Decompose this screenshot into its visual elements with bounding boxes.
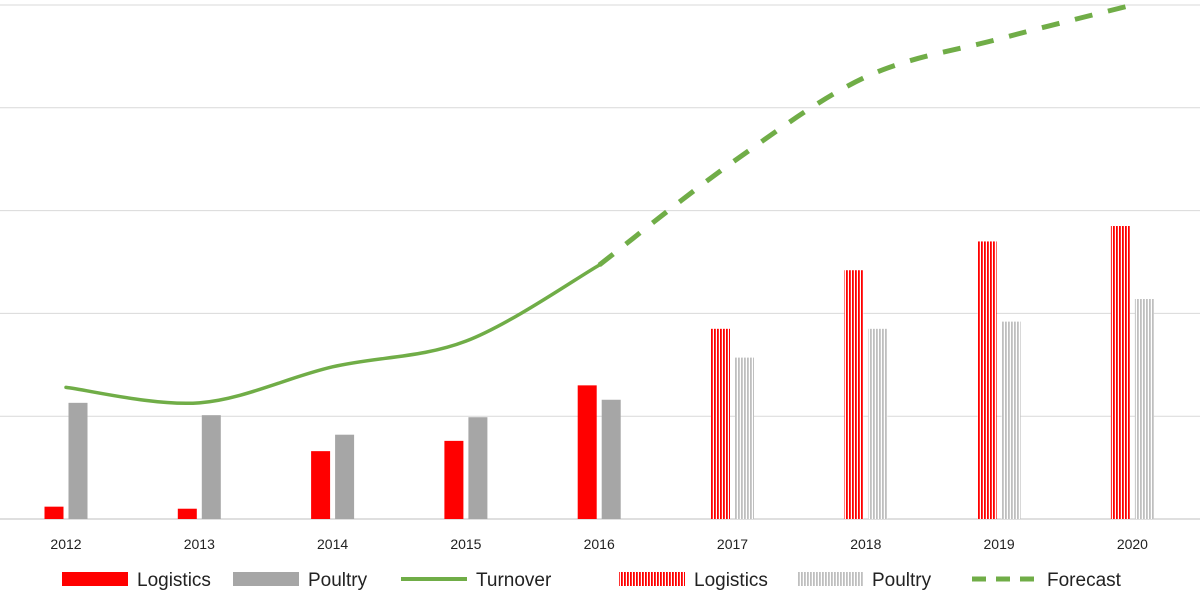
legend-label: Poultry: [308, 570, 368, 591]
poultry-bar: [601, 399, 621, 519]
legend-label: Forecast: [1047, 570, 1122, 591]
legend-label: Turnover: [476, 570, 552, 591]
legend-swatch: [797, 572, 863, 586]
poultry-bar: [201, 415, 221, 519]
turnover-line: [64, 263, 601, 406]
poultry-bar: [735, 357, 754, 519]
x-tick-label: 2012: [50, 536, 81, 552]
lines: [64, 2, 1134, 406]
legend-entry: Poultry: [233, 570, 368, 591]
gridlines: [0, 4, 1200, 520]
legend-label: Poultry: [872, 570, 932, 591]
logistics-bar: [444, 440, 464, 519]
logistics-bar: [44, 506, 64, 519]
legend-swatch: [62, 572, 128, 586]
poultry-bar: [335, 434, 355, 519]
logistics-bar: [577, 385, 597, 519]
logistics-bar: [977, 241, 997, 519]
x-tick-label: 2017: [717, 536, 748, 552]
poultry-bar: [1001, 321, 1021, 519]
x-tick-label: 2020: [1117, 536, 1148, 552]
logistics-bar: [311, 451, 331, 519]
x-axis-ticks: 2012 2013 2014 2015 2016 2017 2018 2019 2020: [50, 536, 1148, 552]
poultry-bar: [1134, 299, 1154, 519]
logistics-bar: [844, 270, 864, 519]
legend-swatch: [619, 572, 685, 586]
legend-entry: Logistics: [62, 570, 211, 591]
logistics-bar: [711, 328, 730, 519]
x-tick-label: 2019: [984, 536, 1015, 552]
legend-label: Logistics: [694, 570, 768, 591]
bars: [44, 226, 1154, 519]
legend-entry: Turnover: [401, 570, 552, 591]
logistics-bar: [1110, 226, 1130, 519]
x-tick-label: 2016: [584, 536, 615, 552]
legend: Logistics Poultry Turnover Logistics Poultry…: [62, 570, 1122, 591]
logistics-bar: [177, 508, 197, 519]
legend-entry: Forecast: [972, 570, 1122, 591]
legend-label: Logistics: [137, 570, 211, 591]
x-tick-label: 2015: [450, 536, 481, 552]
legend-swatch: [233, 572, 299, 586]
legend-entry: Logistics: [619, 570, 768, 591]
poultry-bar: [868, 328, 888, 519]
x-tick-label: 2014: [317, 536, 348, 552]
forecast-line: [597, 2, 1134, 268]
x-tick-label: 2013: [184, 536, 215, 552]
legend-entry: Poultry: [797, 570, 932, 591]
poultry-bar: [68, 402, 88, 519]
poultry-bar: [468, 417, 488, 519]
x-tick-label: 2018: [850, 536, 881, 552]
